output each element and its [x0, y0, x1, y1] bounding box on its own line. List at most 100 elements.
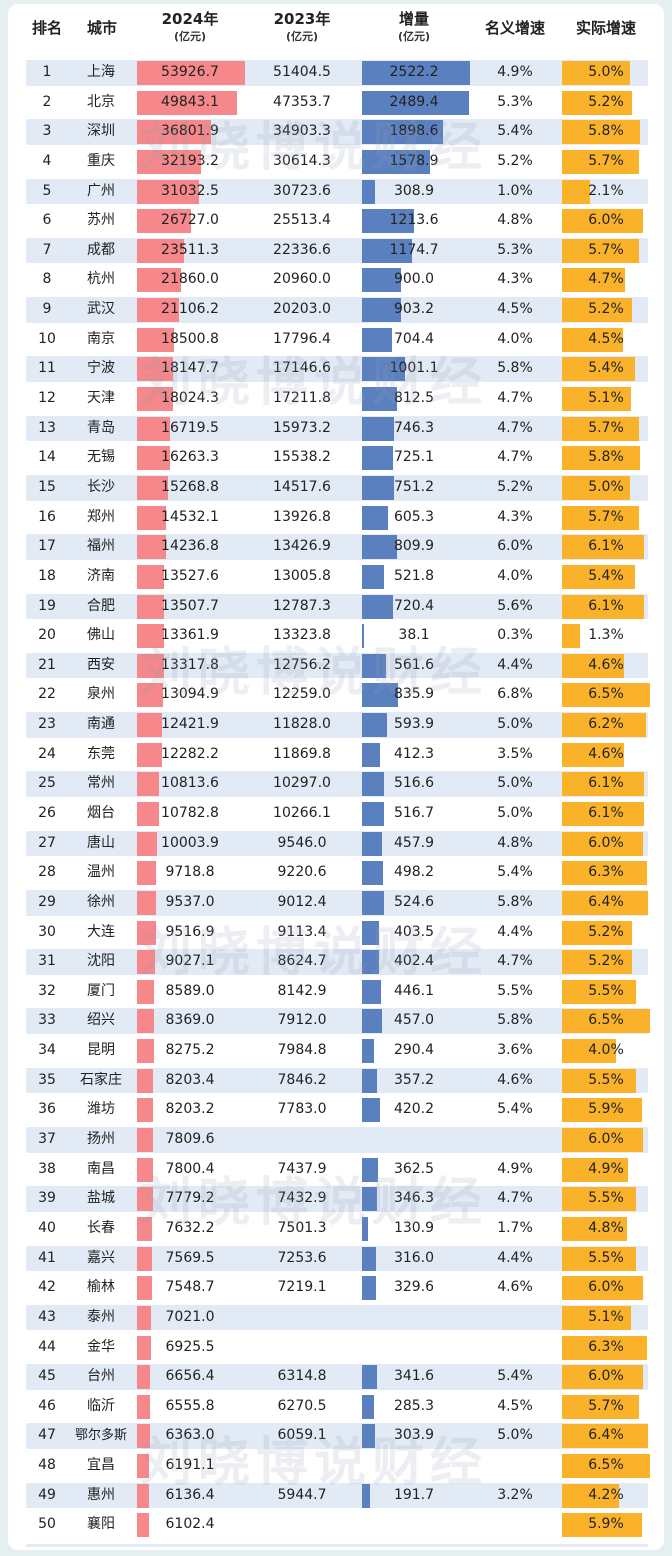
table-row: 22 泉州 13094.9 12259.0 835.9 6.8% 6.5%: [0, 680, 672, 710]
gdp2024-bar: [137, 890, 157, 915]
real-cell: 4.9%: [588, 1160, 624, 1177]
rank-cell: 13: [38, 419, 56, 436]
real-growth-bar: [562, 1454, 650, 1479]
table-row: 44 金华 6925.5 6.3%: [0, 1333, 672, 1363]
row-background: [26, 830, 648, 857]
row-background: [26, 1186, 648, 1212]
gdp2024-bar: [137, 209, 191, 234]
increase-bar: [362, 238, 413, 263]
row-background: [26, 1482, 648, 1509]
real-cell: 6.4%: [588, 893, 624, 910]
real-growth-bar: [562, 1276, 643, 1301]
city-cell: 嘉兴: [87, 1249, 115, 1266]
real-cell: 6.1%: [588, 597, 624, 614]
gdp2024-bar: [137, 1305, 152, 1330]
gdp2024-cell: 14236.8: [161, 538, 219, 555]
gdp2024-cell: 8203.4: [165, 1071, 215, 1088]
city-cell: 烟台: [87, 805, 115, 821]
real-growth-bar: [562, 1009, 650, 1034]
real-cell: 6.5%: [588, 1457, 624, 1474]
city-cell: 郑州: [87, 508, 115, 525]
row-background: [26, 771, 648, 797]
real-growth-bar: [562, 624, 580, 649]
increase-cell: 130.9: [393, 1219, 435, 1236]
gdp2023-cell: [252, 1451, 352, 1481]
increase-cell: 316.0: [393, 1249, 435, 1266]
rank-cell: 43: [38, 1308, 56, 1325]
city-cell: 绍兴: [87, 1012, 115, 1029]
table-row: 14 无锡 16263.3 15538.2 725.1 4.7% 5.8%: [0, 443, 672, 473]
increase-bar: [362, 1276, 377, 1301]
increase-cell: 809.9: [393, 538, 435, 555]
increase-cell: 403.5: [393, 923, 435, 940]
real-cell: 6.0%: [588, 1368, 624, 1385]
real-cell: 5.7%: [588, 508, 624, 525]
gdp2024-bar: [137, 950, 156, 975]
real-growth-bar: [562, 1513, 642, 1538]
gdp2024-bar: [137, 179, 200, 204]
gdp2024-bar: [137, 535, 166, 560]
real-cell: 6.5%: [588, 1012, 624, 1029]
rank-cell: 4: [42, 152, 52, 169]
increase-cell: 746.3: [393, 419, 435, 436]
increase-cell: 329.6: [393, 1279, 435, 1296]
city-cell: 鄂尔多斯: [74, 1428, 127, 1444]
gdp2024-cell: 7569.5: [165, 1249, 215, 1266]
city-cell: 北京: [87, 93, 115, 110]
increase-cell: 303.9: [393, 1427, 435, 1444]
rank-cell: 44: [38, 1338, 56, 1355]
rank-cell: 31: [38, 953, 56, 970]
increase-cell: 412.3: [393, 745, 435, 762]
increase-cell: 720.4: [393, 597, 435, 614]
gdp2024-bar: [137, 1009, 154, 1034]
city-cell: 西安: [87, 656, 115, 673]
real-growth-bar: [562, 979, 637, 1004]
nominal-cell: 3.5%: [497, 745, 533, 762]
nominal-cell: 4.7%: [497, 1190, 533, 1207]
gdp2024-cell: 26727.0: [161, 212, 219, 229]
table-row: 1 上海 53926.7 51404.5 2522.2 4.9% 5.0%: [0, 58, 672, 88]
rank-cell: 28: [38, 864, 56, 881]
gdp2024-bar: [137, 149, 202, 174]
nominal-cell: 5.0%: [497, 805, 533, 821]
real-cell: 6.0%: [588, 834, 624, 851]
header-city: 城市: [86, 19, 117, 37]
gdp2024-bar: [137, 831, 158, 856]
real-cell: 5.8%: [588, 449, 624, 466]
city-cell: 宁波: [87, 360, 115, 377]
gdp2024-bar: [137, 61, 245, 85]
gdp2024-cell: 23511.3: [161, 241, 219, 258]
row-background: [26, 1008, 648, 1035]
table-row: 34 昆明 8275.2 7984.8 290.4 3.6% 4.0%: [0, 1036, 672, 1066]
table-bottom-divider: [26, 1544, 648, 1547]
gdp2024-cell: 49843.1: [161, 93, 219, 110]
gdp2023-cell: 17796.4: [273, 330, 331, 347]
row-background: [26, 712, 648, 738]
rank-cell: 42: [38, 1279, 56, 1296]
gdp2024-bar: [137, 1483, 150, 1508]
row-background: [26, 474, 648, 501]
nominal-cell: 5.6%: [497, 597, 533, 614]
rank-cell: 38: [38, 1160, 56, 1177]
increase-bar: [362, 979, 382, 1004]
nominal-cell: 4.6%: [497, 1071, 533, 1088]
gdp2024-bar: [137, 1216, 153, 1241]
gdp2023-cell: [252, 1125, 352, 1155]
city-cell: 苏州: [87, 212, 115, 229]
gdp2024-bar: [137, 1424, 150, 1449]
gdp2023-cell: 11828.0: [273, 716, 331, 733]
increase-cell: 308.9: [393, 182, 435, 199]
gdp2023-cell: 12787.3: [273, 597, 331, 614]
gdp2024-bar: [137, 564, 165, 589]
increase-bar: [362, 357, 405, 382]
nominal-cell: 3.2%: [497, 1486, 533, 1503]
gdp2024-bar: [137, 1365, 151, 1390]
increase-cell: 457.9: [393, 834, 435, 851]
rank-cell: 20: [38, 627, 56, 644]
gdp2023-cell: 8142.9: [277, 982, 327, 999]
real-growth-bar: [562, 1187, 637, 1212]
real-growth-bar: [562, 1483, 619, 1508]
real-cell: 2.1%: [588, 182, 624, 199]
table-row: 48 宜昌 6191.1 6.5%: [0, 1451, 672, 1481]
gdp2023-cell: 13323.8: [273, 627, 331, 644]
